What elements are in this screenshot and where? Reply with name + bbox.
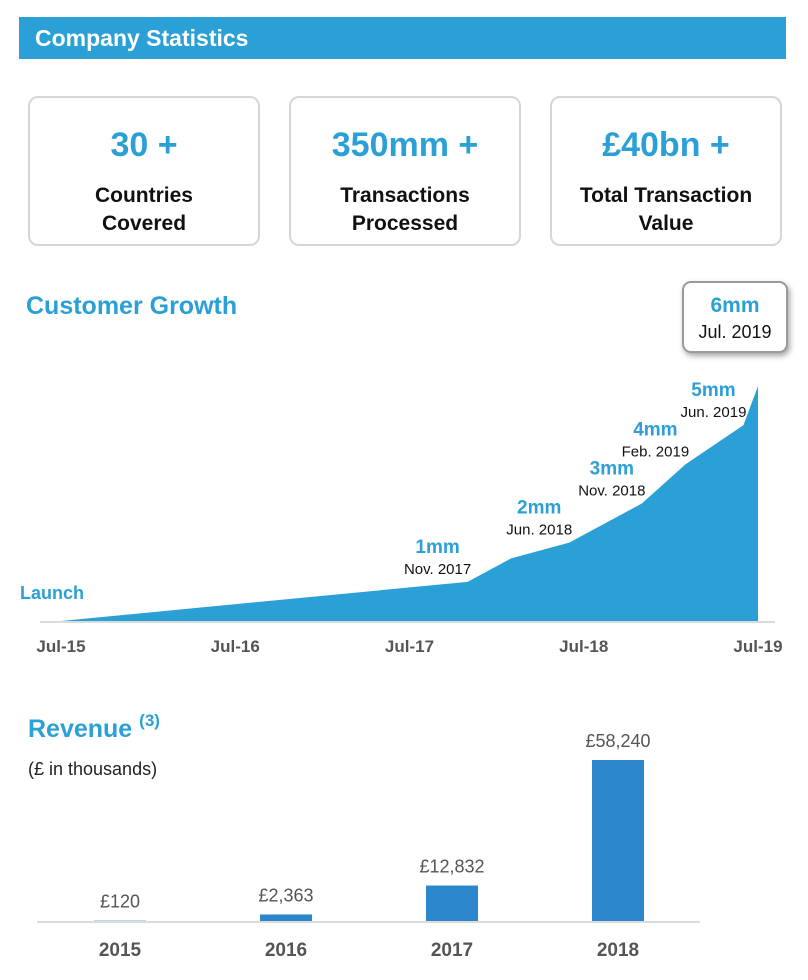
stat-card-transactions: 350mm + Transactions Processed	[289, 96, 521, 246]
stat-label: Transactions Processed	[291, 182, 519, 238]
milestone-date: Feb. 2019	[622, 443, 690, 460]
revenue-bar	[426, 885, 478, 921]
callout-value: 6mm	[710, 294, 760, 317]
revenue-category-label: 2015	[99, 940, 142, 961]
callout-date: Jul. 2019	[698, 322, 772, 342]
growth-area	[61, 386, 758, 621]
milestone-value: 3mm	[590, 459, 634, 480]
stat-label-line: Countries	[94, 184, 193, 207]
stat-card-countries: 30 + Countries Covered	[28, 96, 260, 246]
x-tick-label: Jul-16	[211, 637, 260, 656]
revenue-category-label: 2017	[431, 940, 473, 961]
stat-label-line: Value	[638, 212, 694, 235]
x-tick-label: Jul-15	[36, 637, 85, 656]
milestone-value: 1mm	[415, 537, 459, 558]
milestone-date: Nov. 2017	[404, 561, 471, 578]
customer-growth-chart: Jul-15 Jul-16 Jul-17 Jul-18 Jul-19 Launch 1mm N…	[20, 380, 783, 656]
revenue-bar	[592, 760, 644, 921]
revenue-bar-label: £120	[100, 892, 140, 912]
revenue-bar-label: £2,363	[258, 885, 313, 905]
milestone-date: Jun. 2018	[506, 522, 572, 539]
x-tick-label: Jul-18	[559, 637, 608, 656]
revenue-bar	[260, 914, 312, 921]
stat-value: 350mm +	[331, 126, 479, 164]
milestone-date: Jun. 2019	[681, 404, 747, 421]
growth-callout: 6mm Jul. 2019	[682, 281, 788, 353]
stat-label-line: Total Transaction	[579, 184, 753, 207]
revenue-category-label: 2016	[265, 940, 307, 961]
header-bar: Company Statistics	[19, 17, 786, 59]
revenue-bar-label: £58,240	[585, 731, 650, 751]
stat-label: Countries Covered	[30, 182, 258, 238]
page-title: Company Statistics	[35, 25, 249, 51]
revenue-title-text: Revenue	[28, 715, 133, 743]
stat-value: 30 +	[110, 126, 178, 164]
x-tick-label: Jul-17	[385, 637, 434, 656]
milestone-value: 5mm	[691, 380, 735, 401]
revenue-bar-label: £12,832	[419, 857, 484, 877]
launch-label: Launch	[20, 583, 84, 603]
milestone-value: 4mm	[633, 419, 677, 440]
revenue-title: Revenue (3)	[28, 711, 160, 744]
customer-growth-title: Customer Growth	[26, 292, 238, 320]
milestone-date: Nov. 2018	[578, 483, 645, 500]
revenue-unit-note: (£ in thousands)	[28, 759, 158, 779]
stat-label: Total Transaction Value	[552, 182, 780, 238]
stat-label-line: Transactions	[340, 184, 470, 207]
x-tick-label: Jul-19	[733, 637, 782, 656]
stat-card-transaction-value: £40bn + Total Transaction Value	[550, 96, 782, 246]
stat-label-line: Covered	[101, 212, 187, 235]
milestone-value: 2mm	[517, 498, 561, 519]
revenue-category-label: 2018	[597, 940, 639, 961]
stat-value: £40bn +	[602, 126, 730, 164]
revenue-footnote: (3)	[139, 711, 160, 730]
stat-label-line: Processed	[351, 212, 459, 235]
